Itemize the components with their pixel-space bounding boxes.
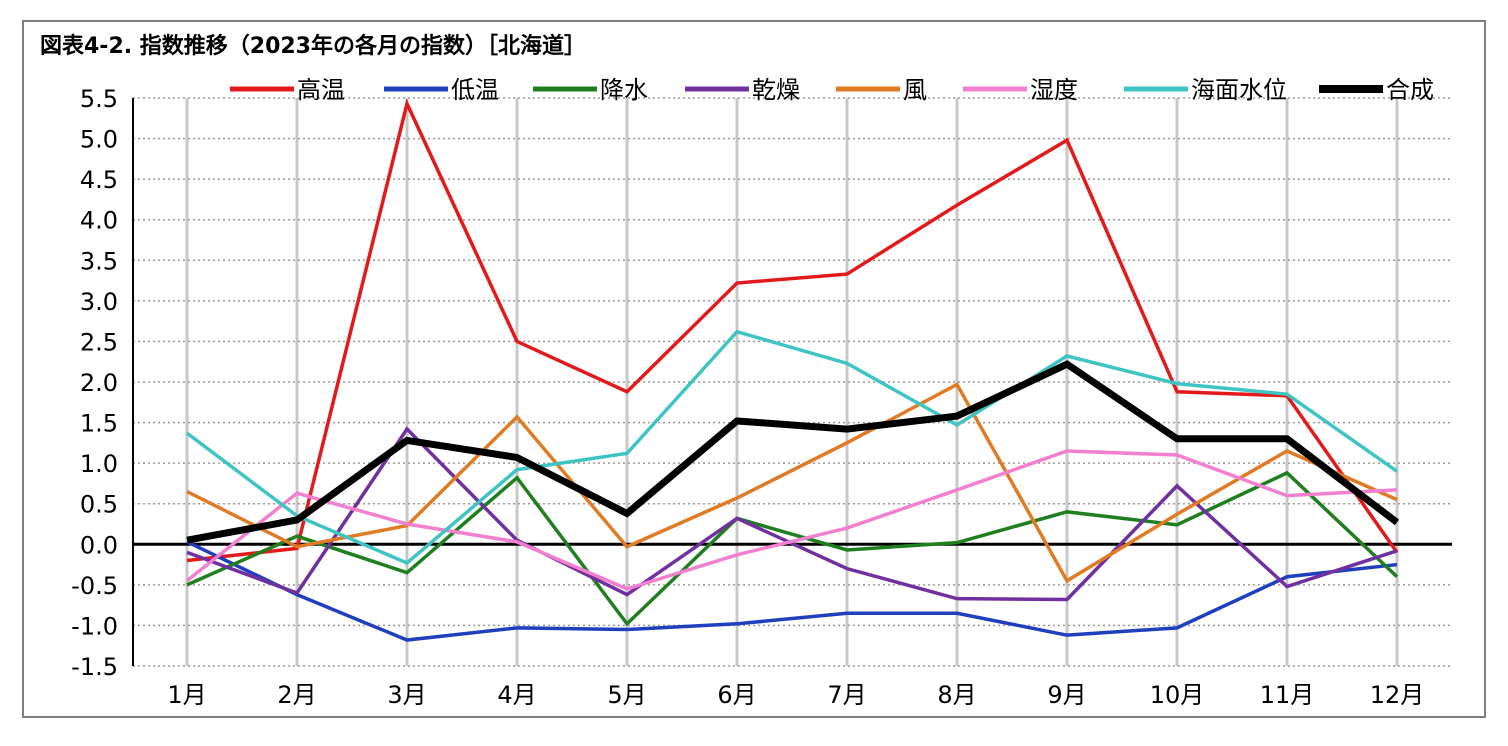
x-tick-label: 9月 (1047, 681, 1086, 709)
x-tick-label: 11月 (1260, 681, 1315, 709)
y-tick-label: 0.5 (80, 491, 118, 519)
y-tick-label: 3.0 (80, 288, 118, 316)
series-line-0 (186, 98, 1399, 563)
x-tick-label: 7月 (827, 681, 866, 709)
y-tick-label: 1.0 (80, 450, 118, 478)
chart-frame (22, 20, 1486, 718)
series-line-1 (186, 540, 1398, 642)
y-tick-label: 5.5 (80, 85, 118, 113)
x-tick-label: 3月 (387, 681, 426, 709)
y-tick-label: 5.0 (80, 126, 118, 154)
series-line-6 (185, 329, 1399, 565)
x-tick-label: 1月 (167, 681, 206, 709)
series-line-5 (185, 449, 1398, 591)
x-tick-label: 6月 (717, 681, 756, 709)
y-tick-label: 4.0 (80, 207, 118, 235)
legend-label-2: 降水 (600, 76, 648, 104)
legend-label-5: 湿度 (1030, 76, 1078, 104)
series-line-2 (186, 470, 1399, 627)
y-tick-label: 2.0 (80, 369, 118, 397)
y-tick-label: 4.5 (80, 166, 118, 194)
y-tick-label: -1.5 (71, 653, 118, 681)
x-tick-label: 4月 (497, 681, 536, 709)
series-lines (185, 98, 1400, 642)
x-tick-label: 5月 (607, 681, 646, 709)
series-line-4 (186, 382, 1398, 584)
y-tick-label: 2.5 (80, 328, 118, 356)
chart-title: 図表4-2. 指数推移（2023年の各月の指数）［北海道］ (40, 33, 586, 59)
y-tick-labels: 5.5 5.0 4.5 4.0 3.5 3.0 2.5 2.0 1.5 1.0 0.5 0.0 -0.5… (71, 85, 118, 681)
legend-label-0: 高温 (297, 76, 345, 104)
y-tick-label: 3.5 (80, 247, 118, 275)
y-tick-label: -1.0 (71, 612, 118, 640)
legend-label-7: 合成 (1386, 76, 1434, 104)
y-tick-label: 0.0 (80, 531, 118, 559)
legend-label-3: 乾燥 (752, 76, 800, 104)
y-tick-label: 1.5 (80, 410, 118, 438)
x-tick-label: 2月 (277, 681, 316, 709)
y-tick-label: -0.5 (71, 572, 118, 600)
series-line-7 (186, 360, 1400, 544)
grid (133, 97, 1452, 667)
legend-label-4: 風 (903, 76, 927, 104)
x-tick-label: 12月 (1370, 681, 1425, 709)
legend: 高温 低温 降水 乾燥 風 湿度 海面水位 合成 (230, 76, 1434, 104)
legend-label-1: 低温 (451, 76, 499, 104)
legend-label-6: 海面水位 (1191, 76, 1287, 104)
x-tick-label: 10月 (1150, 681, 1205, 709)
x-tick-labels: 1月 2月 3月 4月 5月 6月 7月 8月 9月 10月 11月 12月 (167, 681, 1424, 709)
x-tick-label: 8月 (937, 681, 976, 709)
